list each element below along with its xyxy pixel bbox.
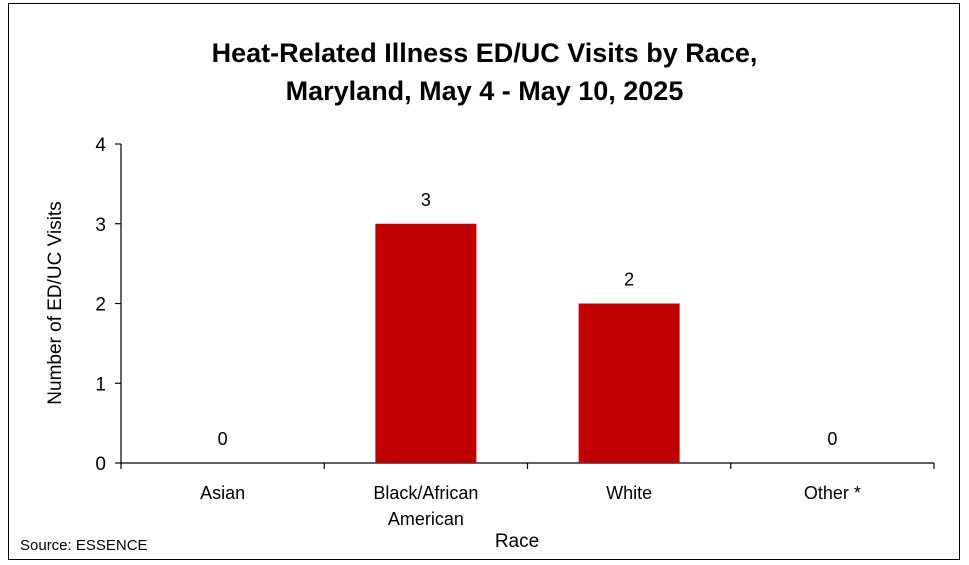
chart-subtitle: Maryland, May 4 - May 10, 2025 — [285, 76, 684, 106]
y-axis-label: Number of ED/UC Visits — [45, 201, 66, 404]
x-tick-label: Black/African American — [373, 483, 478, 529]
y-tick-label: 2 — [95, 295, 106, 316]
bars — [375, 223, 680, 463]
x-tick-label: Asian — [200, 483, 245, 503]
y-tick-label: 4 — [95, 135, 106, 156]
source-note: Source: ESSENCE — [20, 537, 148, 554]
x-axis: Asian Black/African American White Other * — [120, 462, 935, 529]
y-tick-label: 3 — [95, 215, 106, 236]
x-axis-label: Race — [495, 531, 539, 552]
y-axis: 0 1 2 3 4 — [95, 135, 122, 475]
x-tick-label: White — [606, 483, 652, 503]
data-label: 0 — [827, 429, 837, 449]
chart-title: Heat-Related Illness ED/UC Visits by Rac… — [211, 38, 758, 68]
chart-frame — [8, 3, 960, 560]
data-label: 0 — [218, 429, 228, 449]
y-tick-label: 0 — [95, 454, 106, 475]
data-label: 3 — [421, 190, 431, 210]
data-labels: 0 3 2 0 — [218, 190, 838, 449]
bar — [375, 223, 477, 463]
chart-title-block: Heat-Related Illness ED/UC Visits by Rac… — [0, 34, 969, 110]
x-tick-label: Other * — [804, 483, 861, 503]
data-label: 2 — [624, 270, 634, 290]
y-tick-label: 1 — [95, 374, 106, 395]
bar — [578, 303, 680, 463]
